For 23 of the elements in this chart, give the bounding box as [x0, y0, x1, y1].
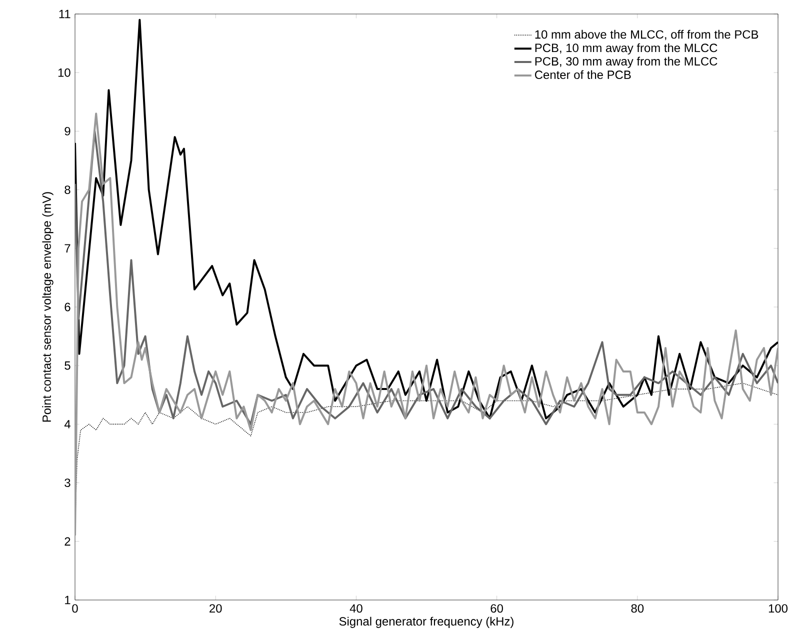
y-tick-label: 3	[64, 478, 70, 488]
y-tick-label: 2	[64, 537, 70, 546]
y-tick-label: 11	[59, 10, 70, 18]
y-tick-label: 4	[64, 420, 70, 428]
x-tick-label: 20	[210, 604, 222, 613]
y-axis-title: Point contact sensor voltage envelope (mV)	[42, 192, 54, 422]
x-tick-label: 0	[72, 604, 78, 613]
y-tick-label: 5	[64, 361, 70, 370]
x-axis-title: Signal generator frequency (kHz)	[339, 616, 514, 628]
x-tick-label: 100	[768, 604, 788, 613]
y-tick-label: 7	[64, 244, 70, 253]
legend-label: Center of the PCB	[535, 70, 631, 80]
y-tick-label: 8	[64, 186, 70, 194]
legend-label: PCB, 30 mm away from the MLCC	[535, 56, 718, 68]
y-tick-label: 9	[64, 126, 70, 136]
legend-label: 10 mm above the MLCC, off from the PCB	[535, 30, 758, 40]
x-tick-label: 40	[350, 604, 362, 613]
x-tick-label: 60	[490, 604, 503, 613]
y-tick-label: 10	[58, 68, 70, 77]
y-tick-label: 1	[65, 596, 70, 604]
legend-label: PCB, 10 mm away from the MLCC	[535, 43, 718, 54]
x-tick-label: 80	[631, 604, 644, 613]
y-tick-label: 6	[64, 302, 70, 312]
